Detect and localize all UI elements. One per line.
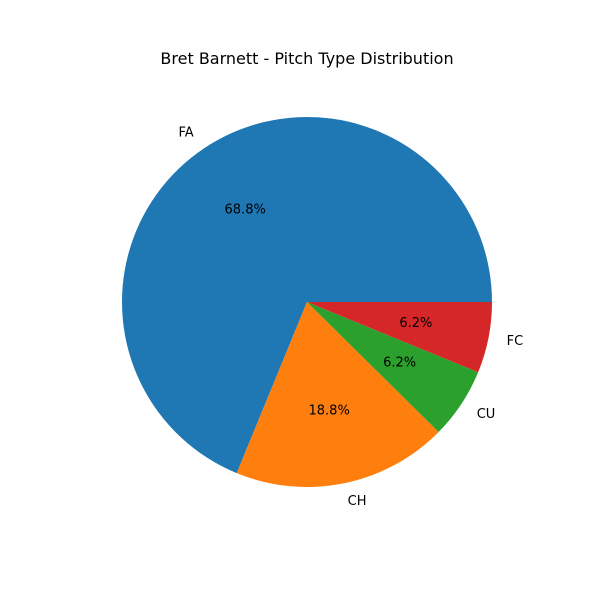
slice-label-ch: CH (348, 494, 367, 509)
pie-labels: FA 68.8% CH 18.8% CU 6.2% FC 6.2% (178, 125, 523, 508)
pct-label-fc: 6.2% (399, 316, 432, 331)
pct-label-ch: 18.8% (309, 403, 350, 418)
slice-label-fc: FC (507, 334, 524, 349)
slice-label-cu: CU (477, 407, 496, 422)
pie-slice-fa (122, 117, 492, 474)
chart-title: Bret Barnett - Pitch Type Distribution (160, 49, 453, 68)
pct-label-cu: 6.2% (383, 356, 416, 371)
pie-slices (122, 117, 492, 487)
pct-label-fa: 68.8% (225, 202, 266, 217)
pie-slice-cu (307, 302, 479, 432)
pie-slice-fc (307, 302, 492, 373)
pie-slice-ch (236, 302, 439, 487)
slice-label-fa: FA (178, 125, 193, 140)
